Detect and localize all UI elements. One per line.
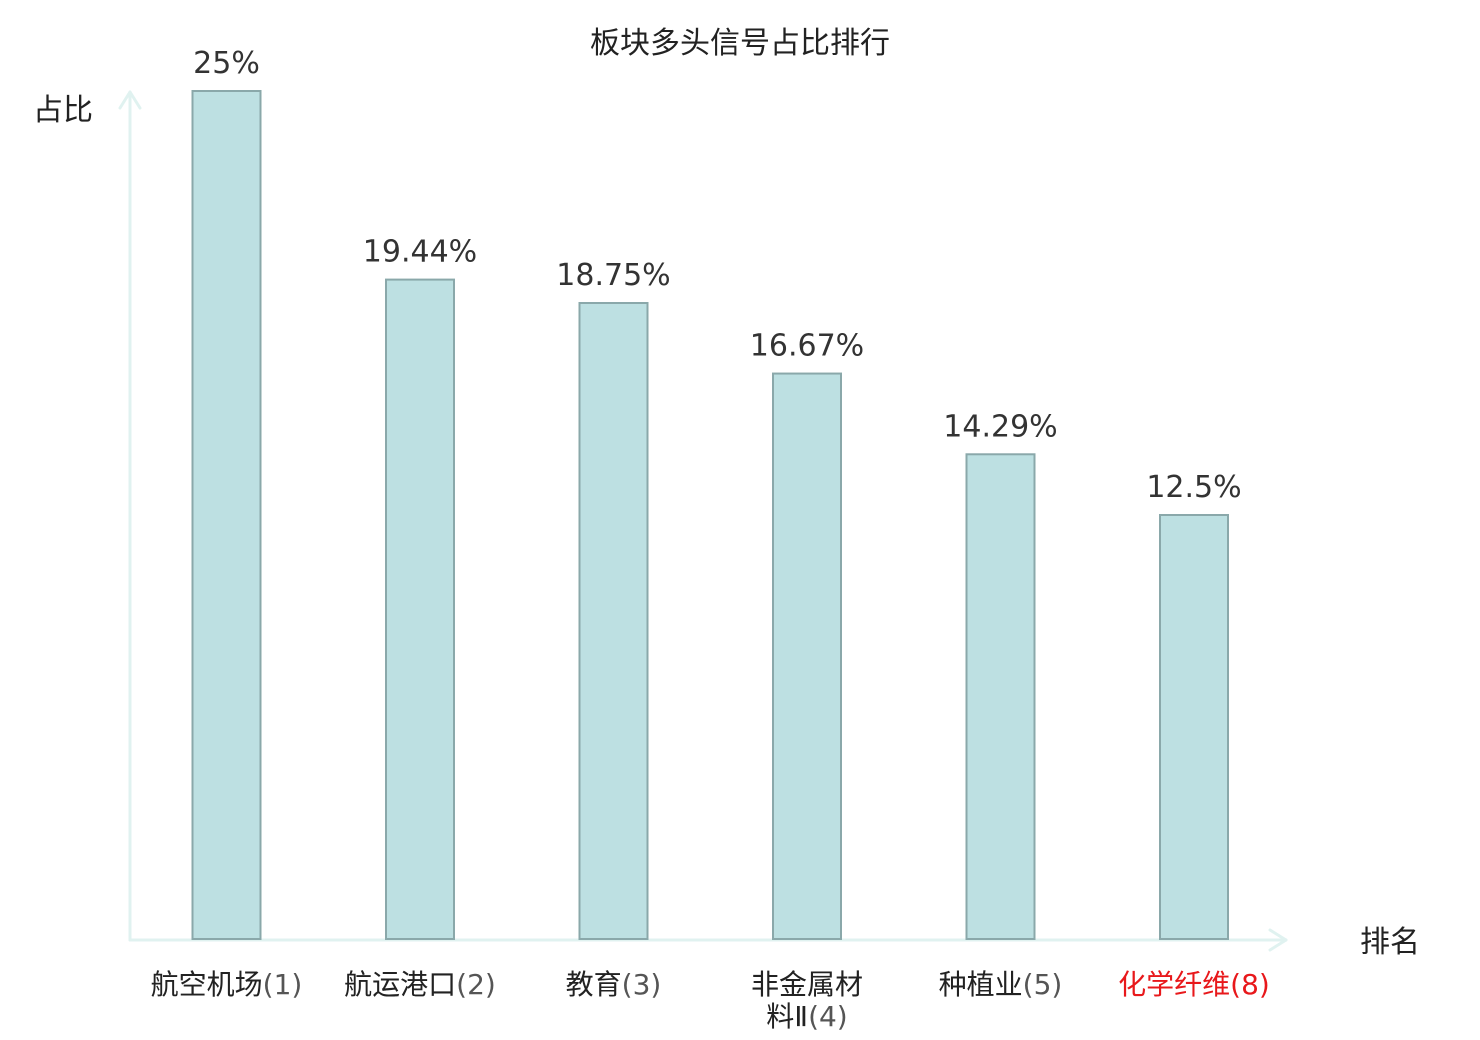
value-label-5: 14.29% [943,409,1057,444]
category-labels-group: 航空机场(1) 航运港口(2) 教育(3) 非金属材料Ⅱ(4) 种植业(5) 化学纤维(8… [151,968,1270,1033]
value-label-3: 18.75% [556,258,670,293]
category-rank: (3) [622,968,662,1001]
value-label-4: 16.67% [750,329,864,364]
category-label-5: 种植业(5) [939,968,1063,1001]
value-label-2: 19.44% [363,235,477,270]
bar-2 [385,278,455,940]
bar-3 [578,302,649,940]
y-axis-arrow [118,90,142,110]
category-label-2: 航运港口(2) [344,968,496,1001]
bar-4 [772,372,842,940]
y-axis-label: 占比 [33,93,93,128]
category-label-3: 教育(3) [566,968,662,1001]
value-label-1: 25% [193,46,260,81]
value-labels-group: 25% 19.44% 18.75% 16.67% 14.29% 12.5% [193,46,1242,505]
chart-title: 板块多头信号占比排行 [590,26,890,61]
category-rank: (8) [1230,968,1270,1001]
category-name: 种植业 [939,968,1023,1001]
category-name: 航空机场 [151,968,263,1001]
category-name-line2: 料Ⅱ [766,1000,808,1033]
category-rank: (1) [263,968,303,1001]
value-label-6: 12.5% [1146,470,1241,505]
category-rank: (2) [456,968,496,1001]
category-name: 航运港口 [344,968,456,1001]
category-name: 教育 [566,968,622,1001]
category-rank: (5) [1023,968,1063,1001]
category-rank: (4) [808,1000,848,1033]
category-name-line1: 非金属材 [751,968,863,1001]
x-axis-label: 排名 [1360,925,1420,960]
bars-group [191,90,1229,940]
category-label-1: 航空机场(1) [151,968,303,1001]
category-label-6: 化学纤维(8) [1118,968,1270,1001]
x-axis-arrow [1268,928,1288,952]
category-name: 化学纤维 [1118,968,1230,1001]
bar-1 [191,90,262,940]
bar-6 [1159,514,1229,940]
category-label-4: 非金属材料Ⅱ(4) [751,968,863,1033]
bar-5 [965,453,1036,940]
